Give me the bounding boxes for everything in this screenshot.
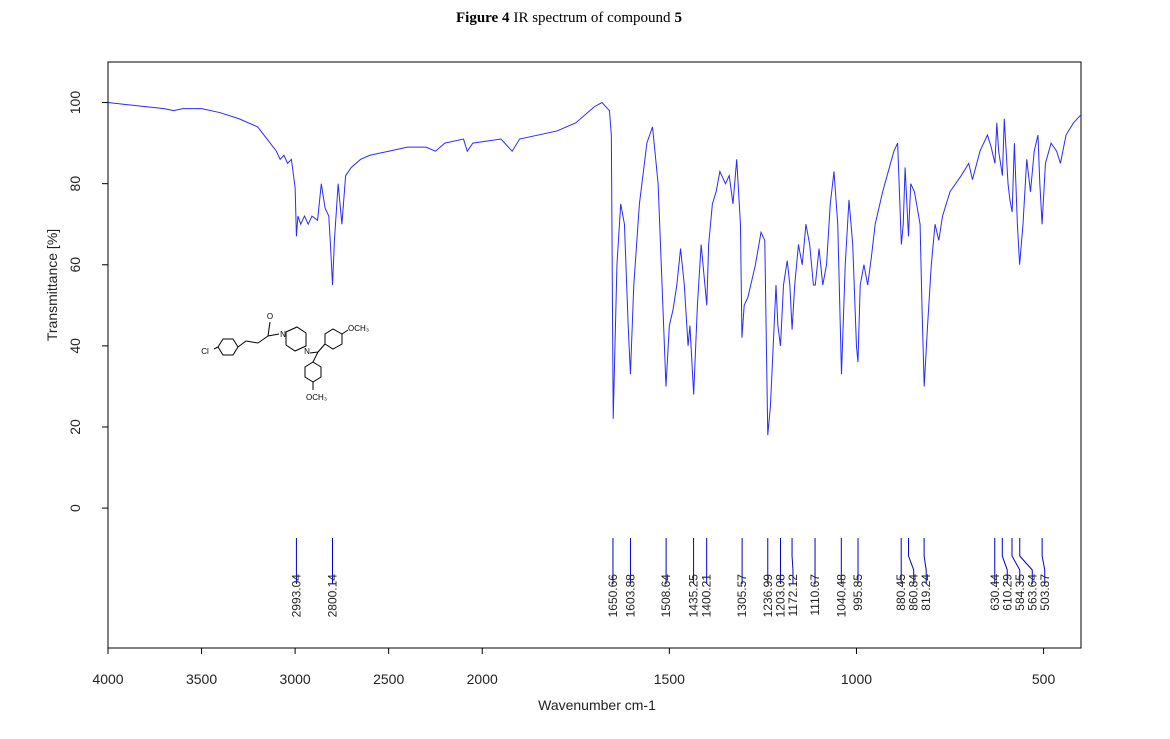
title-part: Figure 4: [456, 10, 510, 26]
peak-label: 1110.67: [808, 574, 822, 616]
peak-label: 630.44: [988, 574, 1002, 611]
peak-label: 860.84: [907, 574, 921, 611]
atom-label: OCH₃: [306, 393, 327, 402]
peak-marker: [923, 538, 927, 584]
spectrum-line: [107, 101, 1082, 436]
ring: [304, 361, 322, 383]
title-part: IR spectrum of compound: [513, 10, 671, 26]
peak-marker: [1001, 538, 1008, 584]
atom-label: OCH₃: [348, 324, 369, 333]
bond: [245, 340, 259, 344]
ring: [285, 326, 307, 352]
x-tick-label: 3500: [186, 671, 217, 687]
peak-label: 610.29: [1000, 574, 1014, 611]
x-tick-label: 1000: [841, 671, 872, 687]
peak-label: 1203.08: [773, 574, 787, 618]
peak-marker: [1011, 538, 1021, 584]
peak-label: 995.85: [851, 574, 865, 611]
atom-label: N: [304, 347, 310, 356]
y-axis-label: Transmittance [%]: [44, 229, 60, 341]
ring: [324, 328, 343, 350]
y-tick-label: 0: [67, 504, 83, 512]
peak-label: 2993.04: [289, 574, 303, 618]
atom-label: O: [267, 312, 273, 321]
peak-marker: [791, 538, 794, 584]
peak-label: 1508.64: [659, 574, 673, 618]
peak-label: 1236.99: [761, 574, 775, 618]
peak-label: 1650.66: [606, 574, 620, 618]
bond: [213, 346, 219, 350]
x-tick-label: 4000: [92, 671, 123, 687]
plot-frame: [107, 61, 1082, 649]
y-tick-label: 20: [67, 419, 83, 435]
peak-label: 1603.88: [623, 574, 637, 618]
chart-title: Figure 4 IR spectrum of compound 5: [456, 10, 682, 26]
x-axis-label: Wavenumber cm-1: [538, 697, 656, 713]
peak-label: 819.24: [919, 574, 933, 611]
y-tick-label: 60: [67, 257, 83, 273]
x-tick-label: 2500: [373, 671, 404, 687]
peak-label: 584.35: [1013, 574, 1027, 611]
bond: [341, 329, 349, 335]
bond: [257, 335, 269, 344]
x-tick-label: 3000: [280, 671, 311, 687]
bond: [267, 333, 280, 337]
structure: Cl O N N OCH₃ OCH₃: [201, 312, 369, 402]
peak-label: 1040.48: [834, 574, 848, 618]
peak-label: 1400.21: [700, 574, 714, 618]
peak-marker: [1041, 538, 1046, 584]
x-tick-label: 1500: [654, 671, 685, 687]
x-tick-label: 500: [1032, 671, 1056, 687]
peak-marker: [908, 538, 915, 584]
ring: [217, 338, 239, 356]
peak-label: 1435.25: [687, 574, 701, 618]
bond: [237, 340, 247, 348]
peak-label: 1305.57: [735, 574, 749, 618]
atom-label: N: [280, 330, 286, 339]
title-part: 5: [675, 10, 683, 26]
peak-marker: [1019, 538, 1033, 584]
peak-label: 1172.12: [786, 574, 800, 617]
bond: [317, 343, 326, 353]
bond: [309, 351, 319, 354]
x-tick-label: 2000: [467, 671, 498, 687]
y-tick-label: 40: [67, 338, 83, 354]
y-tick-label: 100: [67, 91, 83, 115]
peak-label: 563.64: [1025, 574, 1039, 611]
bond: [312, 351, 319, 363]
peak-label: 880.45: [894, 574, 908, 611]
bond: [267, 321, 271, 337]
y-tick-label: 80: [67, 176, 83, 192]
atom-label: Cl: [201, 347, 209, 356]
peak-label: 503.87: [1038, 574, 1052, 611]
peak-label: 2800.14: [326, 574, 340, 618]
